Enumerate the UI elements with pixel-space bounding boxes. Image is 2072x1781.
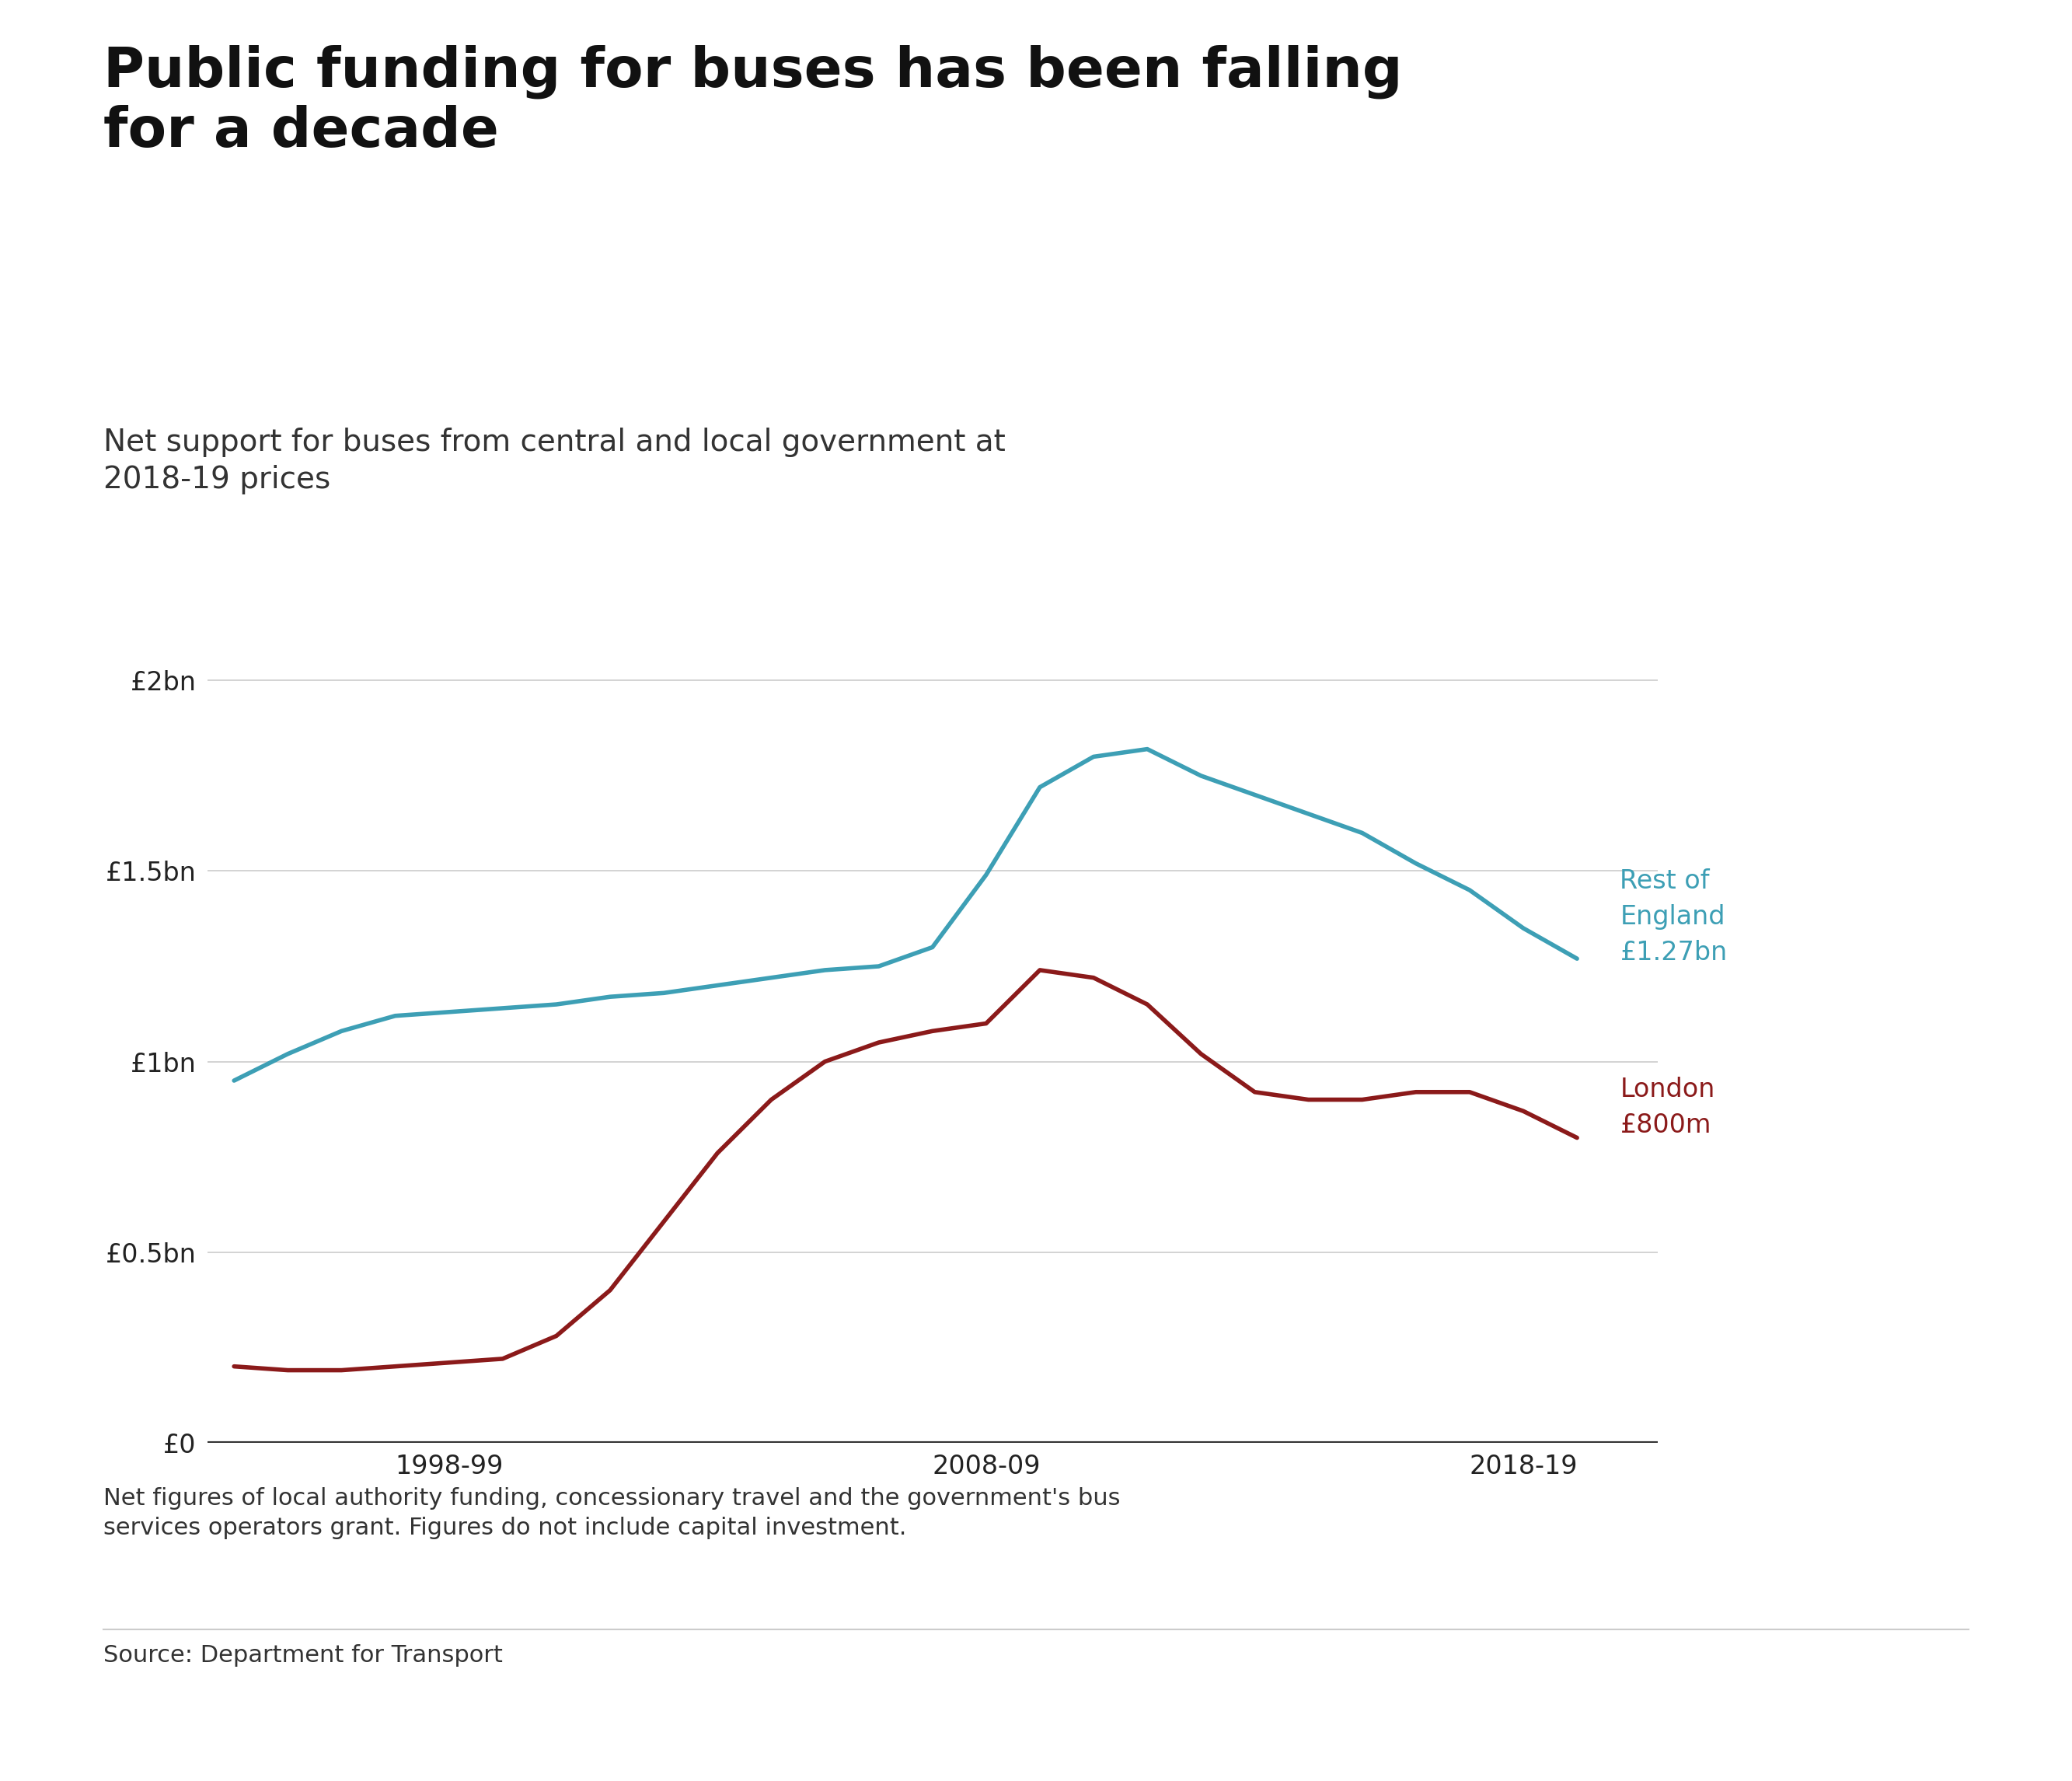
Text: Public funding for buses has been falling
for a decade: Public funding for buses has been fallin… — [104, 45, 1403, 159]
Text: BBC: BBC — [1863, 1683, 1925, 1708]
Text: Net support for buses from central and local government at
2018-19 prices: Net support for buses from central and l… — [104, 427, 1005, 495]
Text: Source: Department for Transport: Source: Department for Transport — [104, 1644, 503, 1667]
Text: Net figures of local authority funding, concessionary travel and the government': Net figures of local authority funding, … — [104, 1487, 1121, 1539]
Text: London
£800m: London £800m — [1620, 1076, 1716, 1138]
Text: Rest of
England
£1.27bn: Rest of England £1.27bn — [1620, 867, 1728, 965]
